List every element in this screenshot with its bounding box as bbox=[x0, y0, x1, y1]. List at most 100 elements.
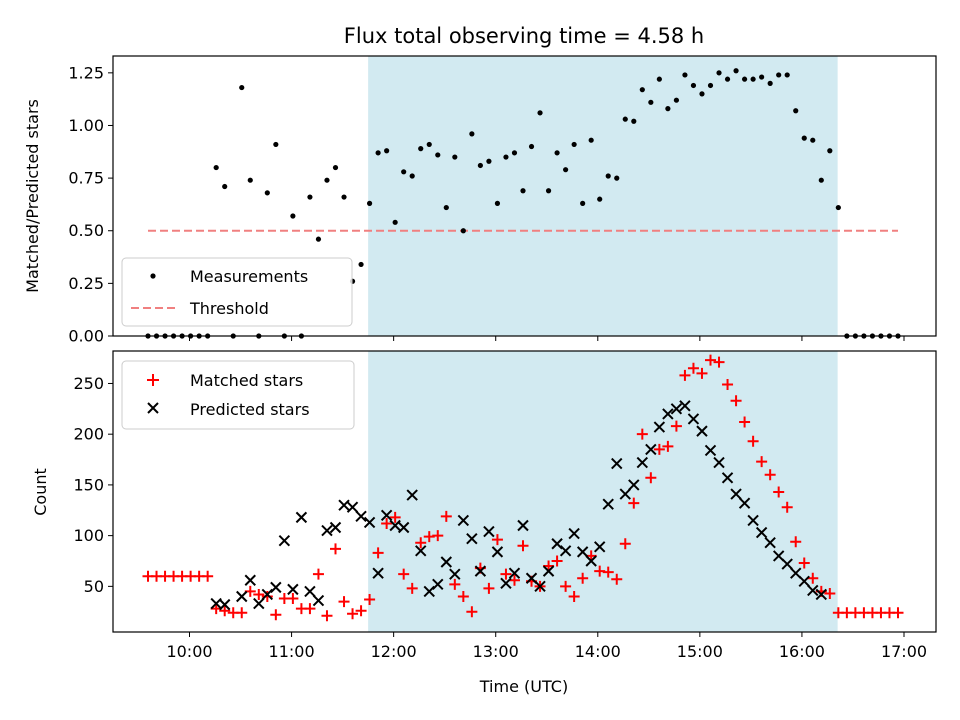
measurement-point bbox=[315, 236, 322, 242]
predicted-point bbox=[312, 594, 325, 607]
predicted-point bbox=[619, 488, 631, 500]
top-legend: Measurements Threshold bbox=[121, 257, 353, 327]
measurement-point bbox=[665, 106, 671, 112]
measurement-point bbox=[435, 152, 441, 158]
measurement-point bbox=[545, 188, 552, 194]
bottom-shaded-interval bbox=[368, 351, 838, 632]
legend-measurements-label: Measurements bbox=[190, 267, 308, 286]
measurement-point bbox=[784, 72, 790, 78]
matched-point bbox=[560, 580, 572, 592]
y-tick-label: 200 bbox=[73, 425, 104, 444]
matched-point bbox=[202, 570, 214, 582]
predicted-point bbox=[611, 457, 623, 470]
predicted-point bbox=[755, 526, 768, 539]
predicted-point bbox=[338, 499, 350, 511]
x-tick-label: 13:00 bbox=[473, 642, 519, 661]
matched-point bbox=[722, 378, 734, 390]
measurement-point bbox=[631, 118, 637, 124]
measurement-point bbox=[486, 158, 492, 164]
matched-point bbox=[219, 605, 231, 617]
measurement-point bbox=[375, 150, 381, 156]
matched-point bbox=[432, 530, 444, 542]
predicted-point bbox=[628, 479, 640, 491]
measurement-point bbox=[307, 194, 313, 200]
predicted-point bbox=[798, 575, 810, 587]
predicted-point bbox=[329, 521, 342, 534]
x-tick-label: 14:00 bbox=[575, 642, 621, 661]
top-panel-frame bbox=[112, 55, 937, 337]
measurement-point bbox=[528, 143, 535, 150]
matched-point bbox=[415, 537, 427, 549]
x-tick-label: 12:00 bbox=[371, 642, 417, 661]
matched-point bbox=[628, 497, 640, 509]
predicted-point bbox=[406, 489, 418, 501]
predicted-point bbox=[542, 565, 555, 577]
bottom-panel-frame bbox=[112, 350, 937, 633]
predicted-point bbox=[807, 584, 819, 597]
predicted-point bbox=[483, 525, 495, 538]
matched-point bbox=[330, 543, 341, 555]
matched-point bbox=[253, 588, 265, 600]
measurement-point bbox=[741, 76, 748, 82]
predicted-point bbox=[295, 511, 308, 524]
predicted-point bbox=[670, 403, 683, 415]
measurement-point bbox=[247, 177, 253, 183]
predicted-point bbox=[730, 488, 742, 500]
predicted-point bbox=[380, 509, 393, 522]
predicted-point bbox=[559, 545, 572, 557]
bottom-legend-box bbox=[121, 360, 355, 430]
measurement-point bbox=[392, 219, 398, 225]
predicted-point bbox=[815, 588, 828, 601]
matched-point bbox=[679, 369, 691, 381]
predicted-point bbox=[321, 524, 333, 537]
y-tick-label: 0.75 bbox=[68, 169, 104, 188]
matched-point bbox=[773, 486, 785, 498]
predicted-point bbox=[440, 556, 453, 568]
matched-point bbox=[611, 573, 623, 585]
measurement-point bbox=[520, 188, 526, 194]
measurement-point bbox=[358, 261, 364, 268]
measurement-point bbox=[324, 177, 330, 183]
predicted-point bbox=[415, 545, 427, 557]
measurement-point bbox=[588, 137, 594, 143]
top-panel: 0.00 0.25 0.50 0.75 1.00 1.25 Matched/Predict… bbox=[23, 55, 937, 346]
legend-measurements-marker bbox=[150, 273, 156, 279]
matched-point bbox=[381, 517, 393, 529]
predicted-point bbox=[432, 578, 444, 591]
matched-point bbox=[781, 501, 793, 513]
matched-point bbox=[500, 568, 512, 580]
bottom-y-axis-label: Count bbox=[31, 468, 50, 516]
matched-point bbox=[440, 510, 452, 522]
matched-point bbox=[398, 568, 410, 580]
measurement-point bbox=[384, 148, 390, 154]
predicted-point bbox=[585, 555, 597, 567]
predicted-point bbox=[636, 456, 649, 469]
measurement-point bbox=[554, 150, 560, 156]
predicted-point bbox=[602, 498, 614, 510]
predicted-point bbox=[372, 567, 384, 579]
predicted-point bbox=[534, 580, 546, 593]
predicted-point bbox=[304, 585, 316, 598]
x-tick-label: 17:00 bbox=[881, 642, 927, 661]
predicted-point bbox=[270, 581, 282, 594]
measurement-point bbox=[724, 76, 731, 82]
predicted-point bbox=[593, 541, 606, 553]
x-tick-label: 10:00 bbox=[166, 642, 212, 661]
legend-predicted-marker bbox=[147, 402, 159, 414]
measurement-point bbox=[827, 148, 833, 154]
predicted-point bbox=[500, 577, 512, 590]
measurement-point bbox=[563, 167, 569, 173]
measurement-point bbox=[656, 76, 662, 82]
measurement-point bbox=[716, 70, 722, 76]
predicted-point bbox=[449, 568, 461, 580]
measurement-point bbox=[426, 141, 432, 148]
predicted-point bbox=[721, 472, 734, 484]
matched-point bbox=[798, 557, 810, 569]
y-tick-label: 0.25 bbox=[68, 274, 104, 293]
matched-point bbox=[508, 574, 520, 586]
measurement-point bbox=[511, 150, 518, 156]
matched-point bbox=[764, 469, 776, 481]
measurement-point bbox=[835, 204, 841, 211]
predicted-point bbox=[346, 501, 359, 513]
matched-point bbox=[747, 435, 759, 447]
